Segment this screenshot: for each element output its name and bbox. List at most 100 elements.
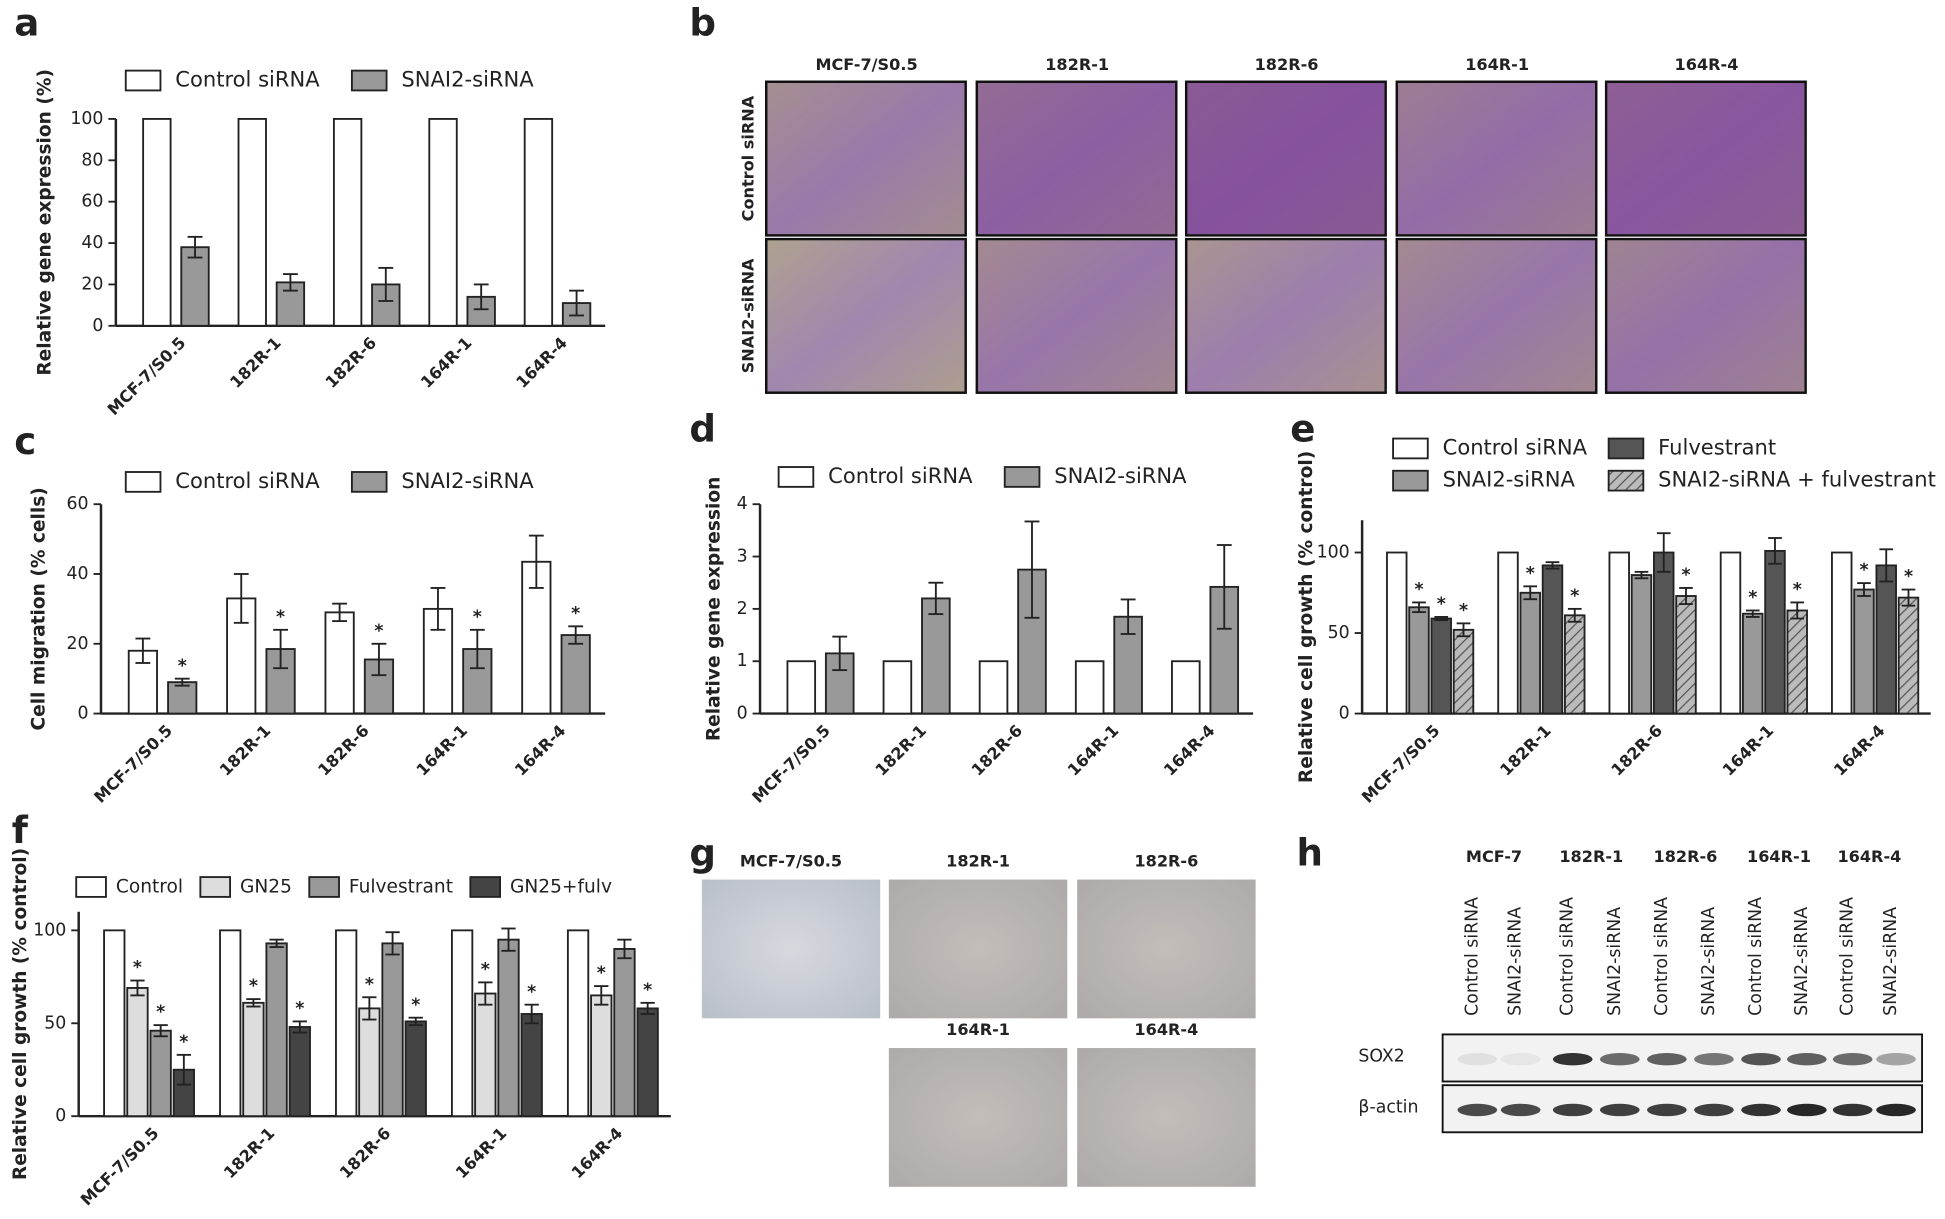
significance: * <box>597 964 606 984</box>
panel-letter: a <box>14 1 39 44</box>
band <box>1552 1052 1593 1066</box>
significance: * <box>1437 595 1446 615</box>
significance: * <box>249 977 258 997</box>
x-tick-label: 182R-1 <box>220 1124 279 1183</box>
y-axis-label: Cell migration (% cells) <box>29 487 50 730</box>
legend-label: Fulvestrant <box>349 876 453 897</box>
error-bar <box>1434 616 1449 622</box>
legend-swatch <box>350 471 388 493</box>
band <box>1500 1052 1541 1066</box>
y-tick-label: 100 <box>70 109 103 129</box>
error-bar <box>1745 609 1760 618</box>
error-bar <box>430 587 446 631</box>
bar <box>428 117 458 327</box>
x-tick-label: 182R-6 <box>314 721 373 780</box>
y-axis-label: Relative gene expression (%) <box>35 69 56 376</box>
error-bar <box>1879 548 1894 583</box>
x-tick-label: MCF-7/S0.5 <box>748 721 834 807</box>
band <box>1787 1052 1827 1066</box>
significance: * <box>643 980 652 1000</box>
column-label: 164R-4 <box>1675 55 1739 74</box>
error-bar <box>501 927 516 952</box>
ihc-image <box>1077 1048 1256 1187</box>
legend-swatch <box>1607 437 1645 460</box>
bar <box>786 660 817 715</box>
micrograph <box>975 237 1178 394</box>
legend-swatch <box>75 876 107 898</box>
bar <box>265 942 288 1118</box>
error-bar <box>469 628 485 670</box>
bar <box>1430 617 1452 715</box>
lane-label: Control siRNA <box>1838 897 1858 1016</box>
bar <box>1675 595 1697 715</box>
error-bar <box>371 642 387 677</box>
column-label: 182R-6 <box>1255 55 1319 74</box>
error-bar <box>1523 585 1538 601</box>
bar <box>1742 612 1764 715</box>
error-bar <box>1634 570 1649 580</box>
band <box>1647 1052 1687 1066</box>
micrograph-stain <box>767 240 965 392</box>
bar <box>404 1020 427 1118</box>
bar <box>523 117 554 327</box>
y-tick-label: 40 <box>67 564 89 584</box>
y-axis-label: Relative cell growth (% control) <box>1296 451 1317 783</box>
legend-label: Control siRNA <box>828 463 973 488</box>
legend-label: Control <box>116 876 183 897</box>
x-tick-label: 182R-6 <box>968 721 1027 780</box>
band <box>1457 1052 1498 1066</box>
legend-label: Control siRNA <box>1443 434 1588 459</box>
y-tick-label: 60 <box>67 494 89 514</box>
legend-swatch <box>777 466 815 488</box>
column-label: 182R-1 <box>1045 55 1109 74</box>
significance: * <box>571 604 580 624</box>
error-bar <box>1679 587 1693 605</box>
band <box>1694 1103 1734 1117</box>
band <box>1832 1052 1873 1066</box>
y-tick-label: 40 <box>81 233 103 253</box>
group-label: 182R-1 <box>1559 847 1623 866</box>
micrograph <box>764 237 967 394</box>
error-bar <box>528 534 544 589</box>
bar <box>381 942 404 1118</box>
bar <box>1452 628 1475 715</box>
y-tick-label: 4 <box>737 494 748 514</box>
error-bar <box>153 1024 168 1038</box>
x-tick-label: MCF-7/S0.5 <box>77 1124 163 1210</box>
micrograph <box>764 80 967 237</box>
error-bar <box>1790 601 1805 620</box>
bar <box>450 929 474 1118</box>
error-bar <box>1456 622 1471 638</box>
micrograph-stain <box>1607 83 1805 235</box>
x-tick-label: 164R-4 <box>512 333 571 392</box>
row-label: SNAI2-siRNA <box>738 258 757 373</box>
micrograph-stain <box>1398 240 1596 392</box>
legend-swatch <box>1003 466 1041 488</box>
bar <box>358 1007 381 1118</box>
lane-label: SNAI2-siRNA <box>1792 907 1812 1016</box>
lane-label: Control siRNA <box>1462 897 1482 1016</box>
significance: * <box>179 1032 188 1052</box>
significance: * <box>1570 586 1579 606</box>
y-tick-label: 20 <box>67 634 89 654</box>
significance: * <box>1793 580 1802 600</box>
band <box>1876 1103 1916 1117</box>
x-tick-label: 164R-1 <box>417 333 476 392</box>
x-tick-label: 164R-4 <box>1830 721 1889 780</box>
y-tick-label: 0 <box>1339 704 1350 724</box>
significance: * <box>1526 564 1535 584</box>
lane-label: SNAI2-siRNA <box>1699 907 1719 1016</box>
bar <box>1831 551 1853 715</box>
ihc-image <box>701 879 881 1019</box>
micrograph-stain <box>1187 240 1385 392</box>
image-label: MCF-7/S0.5 <box>740 852 842 871</box>
lane-label: Control siRNA <box>1746 897 1766 1016</box>
x-tick-label: 182R-1 <box>871 721 930 780</box>
bar <box>219 929 242 1118</box>
error-bar <box>832 635 848 672</box>
error-bar <box>928 581 944 616</box>
y-tick-label: 0 <box>737 704 748 724</box>
y-tick-label: 0 <box>92 316 103 336</box>
bar <box>237 117 267 327</box>
error-bar <box>1412 601 1426 614</box>
